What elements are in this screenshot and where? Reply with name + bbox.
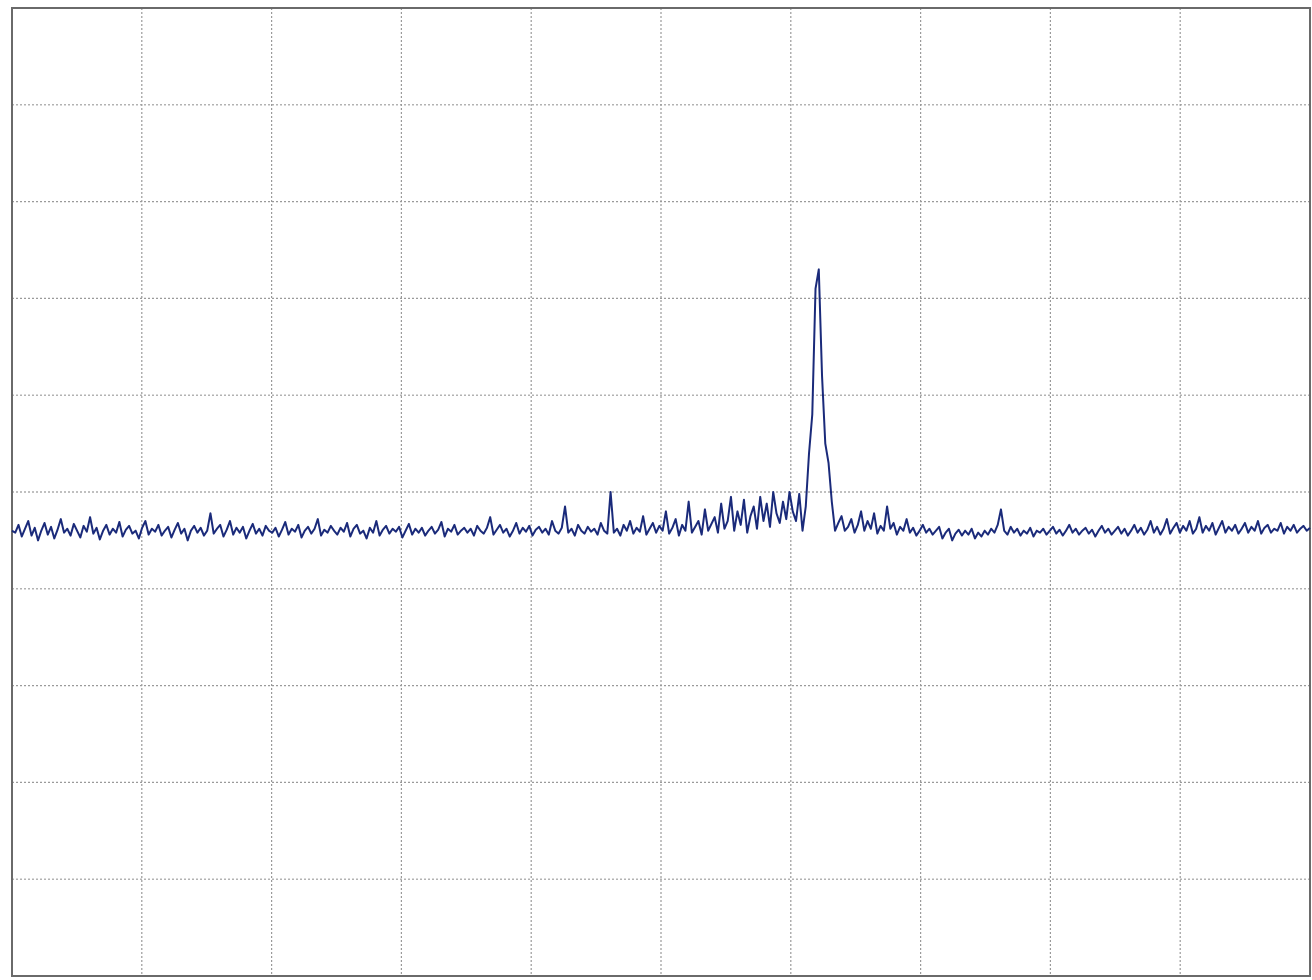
grid-lines: [12, 8, 1310, 976]
trace-group: [11, 268, 1311, 542]
plot-frame: [11, 7, 1311, 977]
series-line-0: [11, 268, 1311, 542]
